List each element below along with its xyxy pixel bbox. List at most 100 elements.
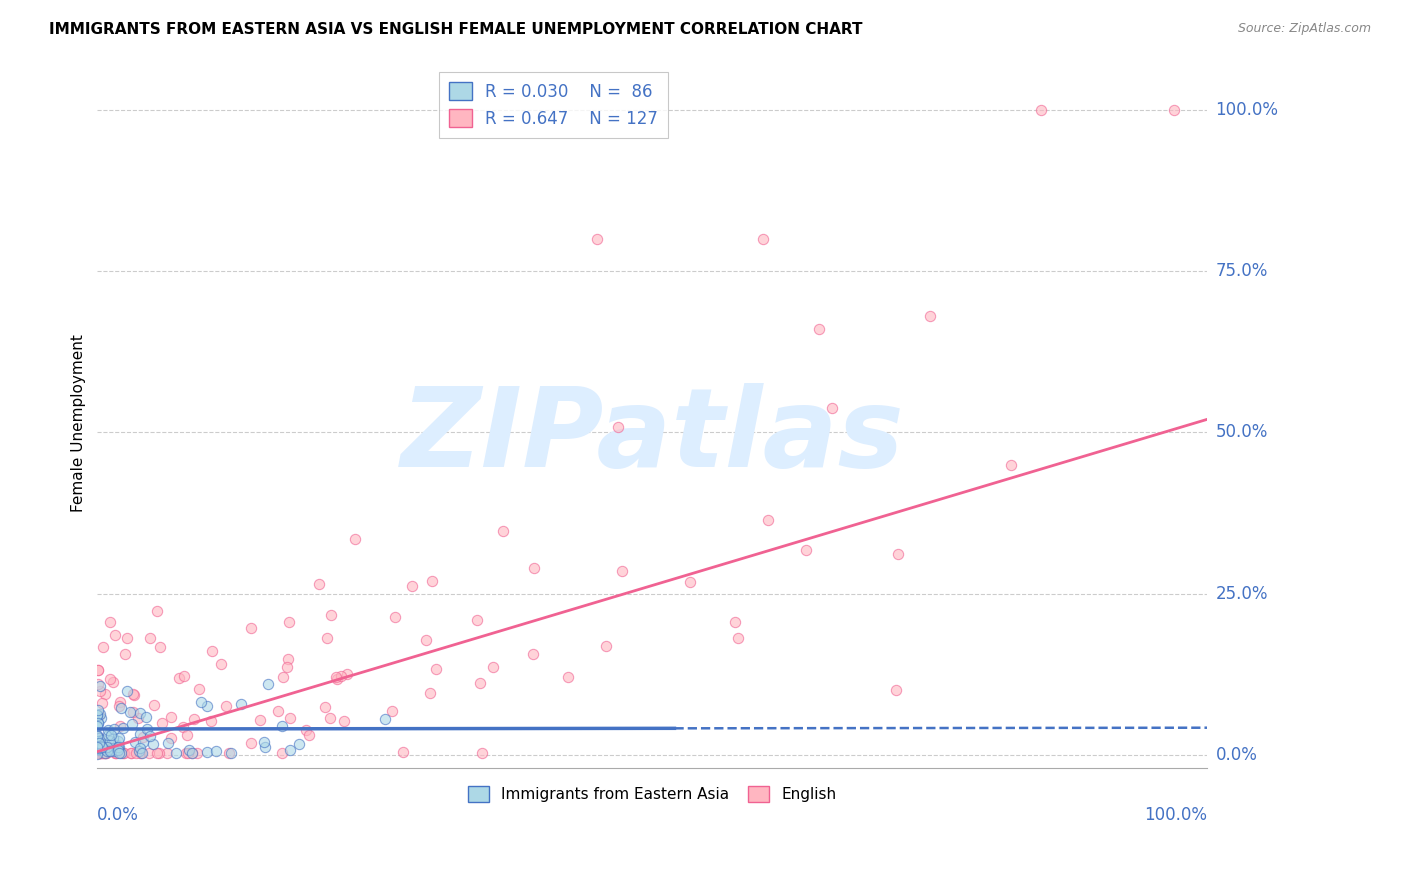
Point [97,723,120,737]
Point [316,631,339,645]
Point [141,737,163,751]
Point [280,711,302,725]
Point [270,746,292,760]
Point [107,739,129,754]
Point [318,711,340,725]
Point [200,714,222,728]
Point [415,633,437,648]
Point [401,579,423,593]
Point [96,744,118,758]
Point [794,543,817,558]
Point [239,621,262,635]
Point [101,740,124,755]
Point [114,647,136,661]
Point [90,740,112,755]
Point [610,564,633,578]
Point [181,746,204,760]
Point [96,739,118,754]
Point [295,723,318,737]
Point [468,675,491,690]
Point [94,746,117,760]
Point [374,712,396,726]
Point [90,732,112,747]
Point [87,708,110,723]
Point [229,698,252,712]
Point [215,698,238,713]
Point [86,703,108,717]
Point [86,740,108,755]
Point [87,676,110,690]
Point [271,670,294,684]
Point [128,744,150,758]
Point [266,704,288,718]
Point [127,711,149,725]
Point [89,684,111,698]
Point [422,574,444,589]
Point [90,739,112,753]
Point [471,746,494,760]
Text: 75.0%: 75.0% [1216,262,1268,280]
Point [181,746,204,760]
Point [278,742,301,756]
Point [807,322,830,336]
Point [131,746,153,760]
Point [167,672,190,686]
Point [117,683,139,698]
Point [107,740,129,755]
Point [86,737,108,751]
Point [160,731,183,745]
Point [172,720,194,734]
Point [120,746,142,760]
Point [97,743,120,757]
Point [205,743,228,757]
Point [585,232,607,246]
Point [821,401,844,416]
Point [90,739,112,754]
Point [89,746,111,760]
Point [176,728,198,742]
Point [89,706,111,721]
Point [381,704,404,718]
Point [143,698,166,713]
Point [419,686,441,700]
Point [94,746,117,760]
Point [86,729,108,743]
Point [86,708,108,723]
Point [138,746,160,760]
Point [173,668,195,682]
Point [128,727,150,741]
Point [104,628,127,642]
Point [87,731,110,745]
Point [110,701,132,715]
Point [425,662,447,676]
Point [271,719,294,733]
Point [98,742,121,756]
Point [125,746,148,760]
Point [156,736,179,750]
Point [89,736,111,750]
Point [146,604,169,618]
Point [104,746,127,760]
Point [87,663,110,677]
Point [183,712,205,726]
Point [86,719,108,733]
Point [86,707,108,722]
Point [329,669,352,683]
Point [108,719,131,733]
Point [122,688,145,702]
Point [336,666,359,681]
Point [90,711,112,725]
Point [146,746,169,760]
Point [221,746,243,760]
Point [107,743,129,757]
Point [257,677,280,691]
Point [190,695,212,709]
Point [100,734,122,748]
Point [129,746,152,760]
Point [86,739,108,754]
Point [108,747,131,761]
Point [465,613,488,627]
Point [727,631,749,645]
Point [132,734,155,748]
Point [149,640,172,655]
